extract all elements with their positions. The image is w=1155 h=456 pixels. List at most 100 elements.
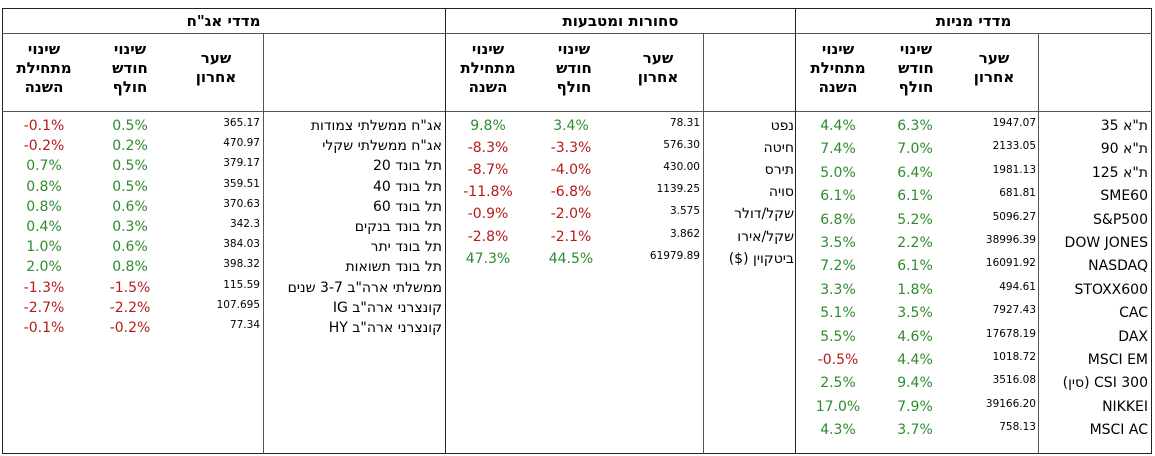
- stocks-ytd-cell: 17.0%: [815, 398, 861, 415]
- stocks-name-cell: ת"א 125: [1091, 164, 1148, 181]
- commodities-last-cell: 3.862: [669, 227, 700, 240]
- bonds-name-cell: קונצרני ארה"ב HY: [328, 320, 442, 336]
- stocks-name-cell: DAX: [1118, 328, 1148, 345]
- bonds-ytd-cell: 0.7%: [26, 158, 62, 175]
- stocks-ytd-cell: 5.1%: [820, 305, 856, 322]
- stocks-name-cell: DOW JONES: [1064, 235, 1148, 251]
- stocks-last-cell: 17678.19: [985, 327, 1036, 340]
- stocks-ytd-cell: 7.2%: [820, 258, 856, 275]
- bonds-name-cell: תל בונד בנקים: [354, 219, 442, 235]
- stocks-ytd-cell: 4.4%: [820, 118, 856, 134]
- bonds-month-cell: -2.2%: [109, 299, 151, 316]
- stocks-name-cell: MSCI EM: [1087, 352, 1148, 368]
- stocks-month-cell: 3.5%: [897, 305, 933, 322]
- bonds-last-cell: 370.63: [223, 197, 260, 210]
- bonds-last-cell: 342.3: [229, 218, 260, 230]
- stocks-name-cell: CAC: [1119, 305, 1148, 322]
- stocks-last-cell: 494.61: [999, 280, 1036, 293]
- stocks-ytd-cell: 3.5%: [820, 235, 856, 251]
- commodities-ytd-cell: 9.8%: [470, 118, 506, 134]
- bonds-name-cell: אג"ח ממשלתי שקלי: [322, 138, 442, 155]
- bonds-ytd-cell: 0.8%: [26, 198, 62, 215]
- stocks-ytd-cell: -0.5%: [817, 352, 859, 368]
- stocks-ytd-cell: 3.3%: [820, 281, 856, 298]
- bonds-month-cell: 0.8%: [112, 259, 148, 276]
- stocks-month-header: שינוי חודש חולף: [898, 40, 934, 96]
- bonds-name-divider: [263, 33, 264, 454]
- stocks-ytd-cell: 6.8%: [820, 211, 856, 228]
- bonds-month-cell: 0.2%: [112, 138, 148, 155]
- commodities-month-cell: 3.4%: [553, 118, 589, 134]
- stocks-month-cell: 1.8%: [897, 281, 933, 298]
- bonds-month-cell: -1.5%: [109, 279, 151, 296]
- bonds-name-cell: קונצרני ארה"ב IG: [332, 299, 442, 316]
- border-top: [2, 8, 1152, 9]
- stocks-section-title: מדדי מניות: [935, 12, 1012, 30]
- stocks-last-cell: 1981.13: [992, 163, 1036, 176]
- bonds-month-cell: 0.3%: [112, 219, 148, 235]
- bonds-month-cell: 0.5%: [112, 118, 148, 134]
- section-divider-2: [795, 8, 796, 454]
- bonds-ytd-cell: 2.0%: [26, 259, 62, 276]
- stocks-month-cell: 2.2%: [897, 235, 933, 251]
- stocks-month-cell: 4.6%: [897, 328, 933, 345]
- stocks-name-cell: SME60: [1100, 188, 1148, 205]
- stocks-last-cell: 3516.08: [992, 374, 1036, 387]
- commodities-last-cell: 61979.89: [649, 249, 700, 262]
- stocks-ytd-cell: 4.3%: [820, 422, 856, 439]
- bonds-month-cell: 0.6%: [112, 239, 148, 256]
- bonds-month-cell: 0.5%: [112, 178, 148, 195]
- stocks-ytd-cell: 5.5%: [820, 328, 856, 345]
- stocks-month-cell: 6.4%: [897, 164, 933, 181]
- stocks-last-cell: 758.13: [999, 421, 1036, 434]
- commodities-last-cell: 430.00: [663, 161, 700, 174]
- stocks-name-divider: [1038, 33, 1039, 454]
- commodities-name-cell: סויה: [768, 184, 794, 201]
- stocks-last-cell: 38996.39: [985, 234, 1036, 246]
- bonds-last-cell: 379.17: [223, 157, 260, 170]
- stocks-ytd-header: שינוי מתחילת השנה: [810, 40, 866, 96]
- bonds-name-cell: תל בונד 20: [372, 158, 442, 175]
- commodities-ytd-cell: -0.9%: [467, 206, 509, 223]
- bonds-ytd-cell: 0.8%: [26, 178, 62, 195]
- commodities-month-header: שינוי חודש חולף: [556, 40, 592, 96]
- border-right: [1151, 8, 1152, 454]
- stocks-last-cell: 16091.92: [985, 257, 1036, 270]
- stocks-month-cell: 7.9%: [897, 398, 933, 415]
- commodities-last-cell: 3.575: [669, 205, 700, 218]
- commodities-ytd-header: שינוי מתחילת השנה: [460, 40, 516, 96]
- bonds-last-cell: 115.59: [223, 278, 260, 291]
- bonds-ytd-cell: -0.1%: [23, 118, 65, 134]
- stocks-name-cell: CSI 300 (סין): [1062, 375, 1148, 392]
- commodities-last-cell: 1139.25: [656, 183, 700, 196]
- stocks-name-cell: MSCI AC: [1089, 422, 1148, 439]
- bonds-ytd-cell: 1.0%: [26, 239, 62, 256]
- bonds-name-cell: תל בונד 40: [372, 178, 442, 195]
- commodities-name-cell: חיטה: [763, 140, 794, 157]
- stocks-month-cell: 7.0%: [897, 141, 933, 158]
- commodities-ytd-cell: -8.3%: [467, 140, 509, 157]
- stocks-month-cell: 9.4%: [897, 375, 933, 392]
- bonds-last-cell: 365.17: [223, 117, 260, 129]
- commodities-month-cell: -4.0%: [550, 162, 592, 179]
- bonds-last-header: שער אחרון: [195, 49, 237, 86]
- stocks-last-cell: 1947.07: [992, 117, 1036, 129]
- commodities-name-cell: שקל/דולר: [734, 206, 794, 223]
- commodities-last-header: שער אחרון: [637, 49, 679, 86]
- bonds-ytd-cell: 0.4%: [26, 219, 62, 235]
- stocks-name-cell: NASDAQ: [1088, 258, 1148, 275]
- commodities-last-cell: 576.30: [663, 139, 700, 152]
- stocks-month-cell: 6.3%: [897, 118, 933, 134]
- commodities-month-cell: -2.1%: [550, 228, 592, 245]
- bonds-month-header: שינוי חודש חולף: [112, 40, 148, 96]
- commodities-month-cell: -6.8%: [550, 184, 592, 201]
- stocks-last-cell: 7927.43: [992, 304, 1036, 317]
- stocks-last-cell: 681.81: [999, 187, 1036, 200]
- stocks-name-cell: NIKKEI: [1102, 398, 1148, 415]
- commodities-section-title: סחורות ומטבעות: [562, 12, 679, 30]
- commodities-ytd-cell: 47.3%: [465, 250, 511, 267]
- bonds-name-cell: תל בונד תשואות: [345, 259, 442, 276]
- stocks-name-cell: S&P500: [1093, 211, 1148, 228]
- stocks-month-cell: 3.7%: [897, 422, 933, 439]
- bonds-month-cell: 0.6%: [112, 198, 148, 215]
